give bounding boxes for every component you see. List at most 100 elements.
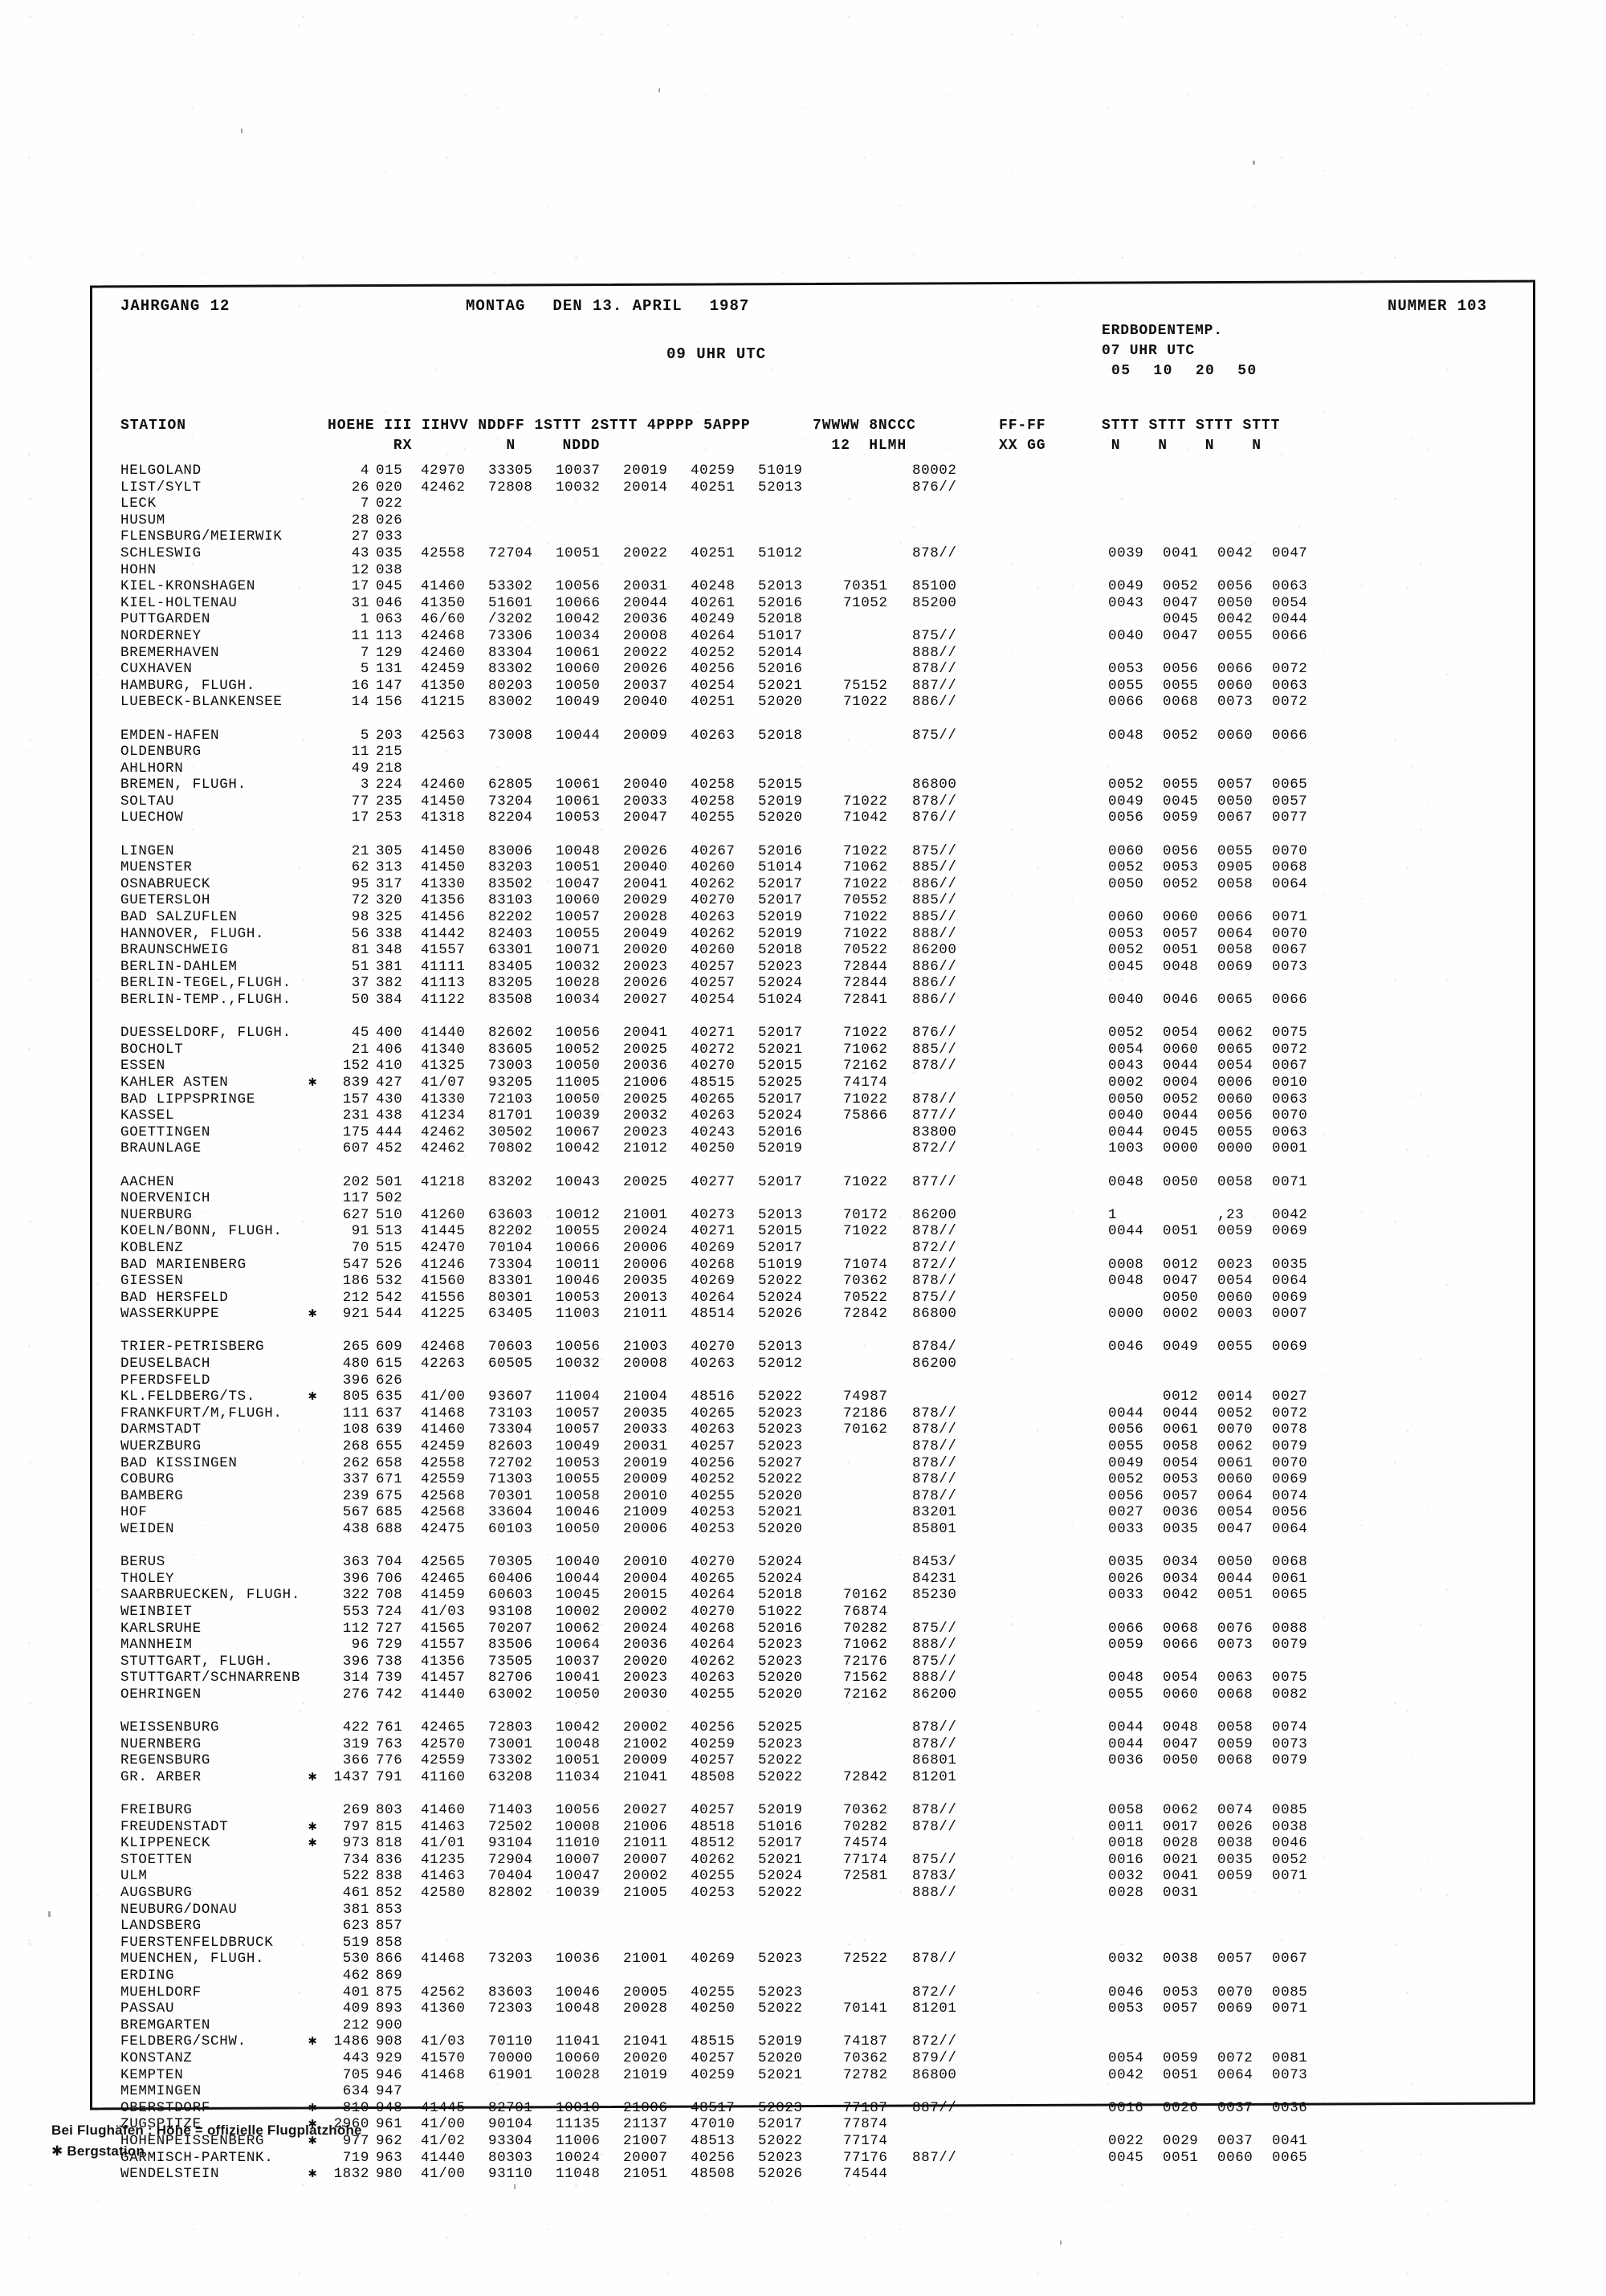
- table-row[interactable]: KARLSRUHE 112 727 41565 70207 10062 20024 40268…: [120, 1621, 1514, 1637]
- table-row[interactable]: AUGSBURG 461 852 42580 82802 10039 21005 40253 5…: [120, 1885, 1514, 1902]
- table-row[interactable]: MUEHLDORF 401 875 42562 83603 10046 20005 40255…: [120, 1984, 1514, 2001]
- table-row[interactable]: KL.FELDBERG/TS. ✱ 805 635 41/00 93607 11004 210…: [120, 1389, 1514, 1405]
- table-row[interactable]: KEMPTEN 705 946 41468 61901 10028 21019 40259 52…: [120, 2067, 1514, 2084]
- table-row[interactable]: BRAUNSCHWEIG 81 348 41557 63301 10071 20020 402…: [120, 942, 1514, 959]
- table-row[interactable]: NORDERNEY 11 113 42468 73306 10034 20008 40264 5…: [120, 628, 1514, 645]
- table-row[interactable]: ESSEN 152 410 41325 73003 10050 20036 40270 5201…: [120, 1058, 1514, 1075]
- table-row[interactable]: LUECHOW 17 253 41318 82204 10053 20047 40255 520…: [120, 810, 1514, 826]
- table-row[interactable]: COBURG 337 671 42559 71303 10055 20009 40252 520…: [120, 1471, 1514, 1488]
- table-row[interactable]: BERUS 363 704 42565 70305 10040 20010 40270 5202…: [120, 1554, 1514, 1571]
- table-row[interactable]: HOHN 12 038: [120, 562, 1514, 579]
- table-row[interactable]: ERDING 462 869: [120, 1968, 1514, 1984]
- table-row[interactable]: GIESSEN 186 532 41560 83301 10046 20035 40269 52…: [120, 1273, 1514, 1290]
- table-row[interactable]: OLDENBURG 11 215: [120, 744, 1514, 761]
- table-row[interactable]: BERLIN-TEGEL,FLUGH. 37 382 41113 83205 10028 2…: [120, 975, 1514, 992]
- table-row[interactable]: MANNHEIM 96 729 41557 83506 10064 20036 40264 52…: [120, 1637, 1514, 1654]
- table-row[interactable]: BREMEN, FLUGH. 3 224 42460 62805 10061 20040 40…: [120, 777, 1514, 793]
- table-row[interactable]: STUTTGART, FLUGH. 396 738 41356 73505 10037 20…: [120, 1654, 1514, 1670]
- table-row[interactable]: STUTTGART/SCHNARRENB 314 739 41457 82706 1004…: [120, 1670, 1514, 1686]
- table-row[interactable]: SCHLESWIG 43 035 42558 72704 10051 20022 40251 5…: [120, 545, 1514, 562]
- table-row[interactable]: OEHRINGEN 276 742 41440 63002 10050 20030 40255…: [120, 1686, 1514, 1703]
- table-row[interactable]: HAMBURG, FLUGH. 16 147 41350 80203 10050 20037…: [120, 678, 1514, 695]
- table-row[interactable]: FUERSTENFELDBRUCK 519 858: [120, 1935, 1514, 1951]
- table-row[interactable]: BAD LIPPSPRINGE 157 430 41330 72103 10050 2002…: [120, 1091, 1514, 1108]
- table-row[interactable]: WENDELSTEIN ✱ 1832 980 41/00 93110 11048 21051 4…: [120, 2166, 1514, 2183]
- table-row[interactable]: BAD MARIENBERG 547 526 41246 73304 10011 20006…: [120, 1257, 1514, 1274]
- table-row[interactable]: ZUGSPITZE ✱ 2960 961 41/00 90104 11135 21137 470…: [120, 2116, 1514, 2133]
- table-row[interactable]: LUEBECK-BLANKENSEE 14 156 41215 83002 10049 20…: [120, 694, 1514, 711]
- table-row[interactable]: BREMERHAVEN 7 129 42460 83304 10061 20022 40252…: [120, 645, 1514, 662]
- table-row[interactable]: FELDBERG/SCHW. ✱ 1486 908 41/03 70110 11041 210…: [120, 2033, 1514, 2050]
- table-row[interactable]: BAD HERSFELD 212 542 41556 80301 10053 20013 40…: [120, 1290, 1514, 1307]
- table-row[interactable]: HELGOLAND 4 015 42970 33305 10037 20019 40259 51…: [120, 463, 1514, 479]
- table-row[interactable]: KIEL-HOLTENAU 31 046 41350 51601 10066 20044 40…: [120, 595, 1514, 612]
- table-row[interactable]: KOELN/BONN, FLUGH. 91 513 41445 82202 10055 20…: [120, 1223, 1514, 1240]
- table-row[interactable]: BERLIN-DAHLEM 51 381 41111 83405 10032 20023 40…: [120, 959, 1514, 976]
- table-row[interactable]: MUENCHEN, FLUGH. 530 866 41468 73203 10036 210…: [120, 1951, 1514, 1968]
- table-row[interactable]: FREIBURG 269 803 41460 71403 10056 20027 40257 5…: [120, 1802, 1514, 1819]
- table-row[interactable]: BRAUNLAGE 607 452 42462 70802 10042 21012 40250…: [120, 1140, 1514, 1157]
- table-row[interactable]: WEISSENBURG 422 761 42465 72803 10042 20002 402…: [120, 1719, 1514, 1736]
- table-row[interactable]: LINGEN 21 305 41450 83006 10048 20026 40267 5201…: [120, 843, 1514, 860]
- table-row[interactable]: GARMISCH-PARTENK. 719 963 41440 80303 10024 20…: [120, 2150, 1514, 2167]
- table-row[interactable]: PFERDSFELD 396 626: [120, 1372, 1514, 1389]
- table-row[interactable]: WUERZBURG 268 655 42459 82603 10049 20031 40257…: [120, 1438, 1514, 1455]
- table-row[interactable]: FRANKFURT/M,FLUGH. 111 637 41468 73103 10057 2…: [120, 1405, 1514, 1422]
- table-row[interactable]: GOETTINGEN 175 444 42462 30502 10067 20023 4024…: [120, 1124, 1514, 1141]
- table-row[interactable]: DEUSELBACH 480 615 42263 60505 10032 20008 4026…: [120, 1356, 1514, 1372]
- table-row[interactable]: EMDEN-HAFEN 5 203 42563 73008 10044 20009 40263…: [120, 728, 1514, 744]
- table-row[interactable]: OBERSTDORF ✱ 810 948 41445 82701 10010 21006 485…: [120, 2100, 1514, 2117]
- table-row[interactable]: STOETTEN 734 836 41235 72904 10007 20007 40262 5…: [120, 1852, 1514, 1869]
- table-row[interactable]: MEMMINGEN 634 947: [120, 2083, 1514, 2100]
- table-row[interactable]: BREMGARTEN 212 900: [120, 2017, 1514, 2034]
- table-row[interactable]: NUERBURG 627 510 41260 63603 10012 21001 40273 5…: [120, 1207, 1514, 1224]
- table-row[interactable]: THOLEY 396 706 42465 60406 10044 20004 40265 520…: [120, 1571, 1514, 1588]
- table-row[interactable]: SAARBRUECKEN, FLUGH. 322 708 41459 60603 1004…: [120, 1587, 1514, 1604]
- table-row[interactable]: KONSTANZ 443 929 41570 70000 10060 20020 40257 5…: [120, 2050, 1514, 2067]
- table-row[interactable]: KLIPPENECK ✱ 973 818 41/01 93104 11010 21011 485…: [120, 1835, 1514, 1852]
- table-row[interactable]: BOCHOLT 21 406 41340 83605 10052 20025 40272 520…: [120, 1042, 1514, 1058]
- table-row[interactable]: FREUDENSTADT ✱ 797 815 41463 72502 10008 21006 4…: [120, 1819, 1514, 1836]
- table-row[interactable]: KOBLENZ 70 515 42470 70104 10066 20006 40269 520…: [120, 1240, 1514, 1257]
- table-row[interactable]: DUESSELDORF, FLUGH. 45 400 41440 82602 10056 2…: [120, 1025, 1514, 1042]
- table-row[interactable]: AHLHORN 49 218: [120, 761, 1514, 777]
- table-row[interactable]: BAD KISSINGEN 262 658 42558 72702 10053 20019 4…: [120, 1455, 1514, 1472]
- table-row[interactable]: BAMBERG 239 675 42568 70301 10058 20010 40255 52…: [120, 1488, 1514, 1505]
- table-row[interactable]: BERLIN-TEMP.,FLUGH. 50 384 41122 83508 10034 2…: [120, 992, 1514, 1009]
- table-row[interactable]: HOF 567 685 42568 33604 10046 21009 40253 52021 8…: [120, 1504, 1514, 1521]
- code-5appp: 52022: [758, 2132, 803, 2149]
- code-iihvv: 41235: [421, 1851, 466, 1868]
- table-row[interactable]: REGENSBURG 366 776 42559 73302 10051 20009 4025…: [120, 1752, 1514, 1769]
- table-row[interactable]: HOHENPEISSENBERG ✱ 977 962 41/02 93304 11006 21…: [120, 2133, 1514, 2150]
- table-row[interactable]: AACHEN 202 501 41218 83202 10043 20025 40277 520…: [120, 1174, 1514, 1191]
- table-row[interactable]: WEINBIET 553 724 41/03 93108 10002 20002 40270 5…: [120, 1604, 1514, 1621]
- table-row[interactable]: WEIDEN 438 688 42475 60103 10050 20006 40253 520…: [120, 1521, 1514, 1538]
- table-row[interactable]: NEUBURG/DONAU 381 853: [120, 1902, 1514, 1919]
- table-row[interactable]: OSNABRUECK 95 317 41330 83502 10047 20041 40262…: [120, 876, 1514, 893]
- table-row[interactable]: KIEL-KRONSHAGEN 17 045 41460 53302 10056 20031…: [120, 578, 1514, 595]
- table-row[interactable]: ULM 522 838 41463 70404 10047 20002 40255 52024 7…: [120, 1868, 1514, 1885]
- table-row[interactable]: PASSAU 409 893 41360 72303 10048 20028 40250 520…: [120, 2000, 1514, 2017]
- soil-temp-50: 0046: [1272, 1835, 1308, 1852]
- table-row[interactable]: GUETERSLOH 72 320 41356 83103 10060 20029 40270…: [120, 892, 1514, 909]
- table-row[interactable]: NUERNBERG 319 763 42570 73001 10048 21002 40259…: [120, 1736, 1514, 1753]
- table-row[interactable]: KASSEL 231 438 41234 81701 10039 20032 40263 520…: [120, 1107, 1514, 1124]
- table-row[interactable]: WASSERKUPPE ✱ 921 544 41225 63405 11003 21011 48…: [120, 1306, 1514, 1323]
- table-row[interactable]: KAHLER ASTEN ✱ 839 427 41/07 93205 11005 21006 4…: [120, 1075, 1514, 1091]
- table-row[interactable]: HANNOVER, FLUGH. 56 338 41442 82403 10055 2004…: [120, 926, 1514, 943]
- table-row[interactable]: GR. ARBER ✱ 1437 791 41160 63208 11034 21041 485…: [120, 1769, 1514, 1786]
- table-row[interactable]: CUXHAVEN 5 131 42459 83302 10060 20026 40256 520…: [120, 661, 1514, 678]
- table-row[interactable]: LECK 7 022: [120, 495, 1514, 512]
- table-row[interactable]: LANDSBERG 623 857: [120, 1918, 1514, 1935]
- station-altitude: 461: [342, 1885, 369, 1902]
- table-row[interactable]: NOERVENICH 117 502: [120, 1190, 1514, 1207]
- table-row[interactable]: DARMSTADT 108 639 41460 73304 10057 20033 40263…: [120, 1421, 1514, 1438]
- table-row[interactable]: PUTTGARDEN 1 063 46/60/3202 10042 20036 40249 5…: [120, 611, 1514, 628]
- table-row[interactable]: FLENSBURG/MEIERWIK 27 033: [120, 528, 1514, 545]
- table-row[interactable]: LIST/SYLT 26 020 42462 72808 10032 20014 40251 5…: [120, 479, 1514, 496]
- table-row[interactable]: HUSUM 28 026: [120, 512, 1514, 529]
- table-row[interactable]: MUENSTER 62 313 41450 83203 10051 20040 40260 51…: [120, 859, 1514, 876]
- table-row[interactable]: BAD SALZUFLEN 98 325 41456 82202 10057 20028 40…: [120, 909, 1514, 926]
- table-row[interactable]: TRIER-PETRISBERG 265 609 42468 70603 10056 210…: [120, 1339, 1514, 1356]
- table-row[interactable]: SOLTAU 77 235 41450 73204 10061 20033 40258 5201…: [120, 793, 1514, 810]
